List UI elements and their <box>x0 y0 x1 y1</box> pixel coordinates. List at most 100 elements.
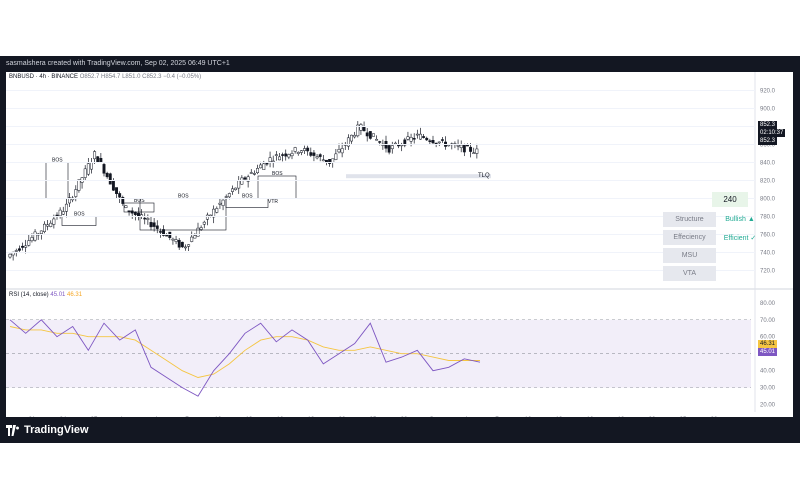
price-tick-label: 820.0 <box>760 179 776 185</box>
candle-body <box>231 188 234 192</box>
candle-body <box>390 145 394 150</box>
candle-body <box>372 133 375 137</box>
rsi-header-signal: 46.31 <box>67 292 83 298</box>
candle-body <box>184 246 187 249</box>
ohlc-change: −0.4 (−0.05%) <box>163 74 202 80</box>
candle-body <box>209 214 212 217</box>
rsi-tick-label: 60.00 <box>760 335 776 341</box>
bos-label: BOS <box>74 212 85 218</box>
candle-body <box>118 193 122 198</box>
candle-body <box>227 193 231 198</box>
ohlc-high: H854.7 <box>101 74 121 80</box>
candle-body <box>124 205 128 208</box>
ohlc-open: O852.7 <box>79 74 100 80</box>
candle-body <box>309 152 313 156</box>
candle-body <box>281 154 285 156</box>
candle-body <box>368 131 372 139</box>
candle-body <box>340 148 344 154</box>
tradingview-brand: TradingView <box>24 424 89 436</box>
tlq-label: TLQ <box>478 173 490 179</box>
price-tick-label: 760.0 <box>760 233 776 239</box>
panel-value-structure: Bullish ▲ <box>725 216 755 223</box>
bos-label: BOS <box>52 158 63 164</box>
candle-body <box>127 210 131 213</box>
candle-body <box>293 147 297 152</box>
candle-body <box>68 197 71 204</box>
candle-body <box>105 172 109 178</box>
last-price-tag: 852.3 <box>758 121 778 129</box>
candle-body <box>268 157 272 163</box>
candle-body <box>30 237 34 242</box>
candle-body <box>8 253 12 258</box>
candle-body <box>437 141 441 144</box>
candle-body <box>262 163 266 170</box>
candle-body <box>155 225 159 229</box>
price-tick-label: 920.0 <box>760 89 776 95</box>
vtr-label: VTR <box>268 199 278 205</box>
candle-body <box>43 223 46 232</box>
candle-body <box>234 187 238 191</box>
candle-body <box>265 162 269 165</box>
price-tick-label: 740.0 <box>760 251 776 257</box>
candle-body <box>278 156 281 161</box>
bos-label: BOS <box>272 171 283 177</box>
candle-body <box>165 234 169 237</box>
candle-body <box>303 148 306 151</box>
candle-body <box>393 142 397 145</box>
countdown-tag: 02:10:37 <box>758 129 786 137</box>
candle-body <box>83 168 87 178</box>
candle-body <box>256 168 259 174</box>
rsi-line <box>9 319 481 397</box>
candle-body <box>318 154 322 157</box>
candle-body <box>190 236 194 242</box>
candle-body <box>137 212 140 217</box>
chart-area[interactable]: BNBUSD · 4h · BINANCE O852.7 H854.7 L851… <box>6 72 793 424</box>
candle-body <box>61 211 65 215</box>
candle-body <box>475 148 479 154</box>
rsi-tick-label: 40.00 <box>760 369 776 375</box>
candle-body <box>193 235 197 239</box>
candle-body <box>77 179 81 191</box>
candle-body <box>224 196 228 198</box>
candle-body <box>149 222 153 228</box>
candle-body <box>312 152 316 156</box>
candle-body <box>422 136 426 138</box>
candle-body <box>353 134 357 138</box>
candle-body <box>440 139 444 141</box>
candle-body <box>425 137 429 141</box>
candle-body <box>400 144 404 147</box>
bos-box <box>257 175 297 199</box>
candle-body <box>133 211 137 216</box>
ohlc-close: C852.3 <box>142 74 162 80</box>
candle-body <box>359 124 363 131</box>
candle-body <box>221 199 225 206</box>
panel-label-efficiency: Effeciency <box>663 230 716 245</box>
tradingview-logo[interactable]: TradingView <box>6 424 89 436</box>
candle-body <box>356 124 360 137</box>
candle-body <box>403 139 407 146</box>
candle-body <box>350 134 353 142</box>
mark-price-tag: 852.3 <box>758 137 778 145</box>
price-tick-label: 720.0 <box>760 269 776 275</box>
candle-body <box>315 156 319 159</box>
bos-box <box>225 198 269 208</box>
panel-label-msu: MSU <box>663 248 716 263</box>
candle-body <box>146 218 150 220</box>
panel-label-structure: Structure <box>663 212 716 227</box>
candle-body <box>64 203 68 212</box>
candle-body <box>180 241 184 248</box>
candle-body <box>462 144 466 153</box>
candle-body <box>334 153 338 160</box>
candle-body <box>93 151 97 160</box>
candle-body <box>90 162 93 170</box>
candle-body <box>121 197 125 204</box>
candle-body <box>187 244 191 247</box>
rsi-tick-label: 30.00 <box>760 386 776 392</box>
candle-body <box>415 133 419 136</box>
price-tick-label: 800.0 <box>760 197 776 203</box>
panel-label-vta: VTA <box>663 266 716 281</box>
candle-body <box>115 187 118 194</box>
candle-body <box>86 163 90 175</box>
candle-body <box>205 214 209 220</box>
candle-body <box>158 231 162 233</box>
